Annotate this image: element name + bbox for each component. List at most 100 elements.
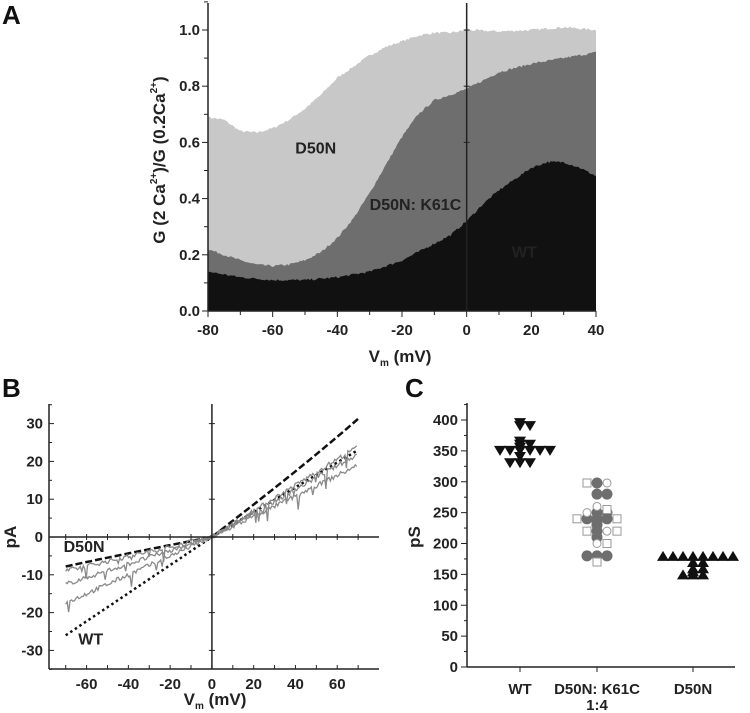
data-point-d50n-k61c-square: [612, 526, 622, 536]
data-point-d50n-k61c: [601, 488, 613, 500]
x-tick-label: -40: [326, 322, 348, 339]
data-point-d50n-k61c-square: [602, 505, 612, 515]
data-point-wt: [504, 445, 516, 456]
y-tick-label: 10: [26, 491, 43, 508]
x-tick-label: -60: [262, 322, 284, 339]
data-point-d50n: [697, 563, 709, 574]
x-tick-label: 40: [287, 676, 304, 693]
series-annotation: WT: [78, 632, 103, 649]
series-annotation: D50N: [64, 539, 105, 556]
data-point-wt: [494, 445, 506, 456]
data-point-d50n-k61c-open: [602, 478, 612, 488]
data-point-d50n-k61c-square: [572, 514, 582, 524]
category-label: D50N: K61C: [554, 681, 640, 698]
y-tick-label: 0: [35, 529, 43, 546]
data-point-d50n: [677, 569, 689, 580]
data-point-d50n-k61c: [591, 488, 603, 500]
data-point-d50n-k61c-square: [592, 557, 602, 567]
category-label: WT: [508, 681, 531, 698]
y-tick-label: 0.0: [179, 303, 200, 320]
data-point-d50n: [697, 550, 709, 561]
panel-b-ylabel: pA: [1, 526, 20, 549]
data-point-wt: [524, 445, 536, 456]
data-point-d50n: [657, 550, 669, 561]
x-tick-label: 60: [329, 676, 346, 693]
data-point-d50n-k61c-square: [602, 539, 612, 548]
data-point-d50n: [697, 557, 709, 568]
data-point-d50n-k61c-square: [582, 478, 592, 488]
data-point-wt: [544, 445, 556, 456]
panel-label-c: C: [405, 373, 424, 403]
panel-b-chart: -60 -40 -20 0 20 40 60 -30 -20 -10 0 10 20 30 D50N WT: [21, 404, 379, 693]
data-point-d50n-k61c: [581, 550, 593, 562]
y-tick-label: 1.0: [179, 22, 200, 39]
panel-a-chart: -80 -60 -40 -20 0 20 40 0.0 0.2 0.4 0.6 0.8 1.0 D50N D…: [179, 1, 604, 339]
data-point-d50n: [687, 557, 699, 568]
data-point-wt: [514, 452, 526, 463]
data-point-wt: [524, 421, 536, 432]
y-tick-label: 0.8: [179, 78, 200, 95]
panel-b-xlabel: Vm (mV): [184, 690, 247, 712]
y-tick-label: -20: [21, 605, 43, 622]
panel-label-b: B: [2, 373, 21, 403]
category-label: D50N: [674, 681, 712, 698]
x-tick-label: -60: [76, 676, 98, 693]
data-point-wt: [504, 458, 516, 469]
y-tick-label: 0: [450, 659, 458, 676]
y-tick-label: 200: [433, 536, 458, 553]
data-point-d50n: [717, 550, 729, 561]
x-tick-label: 0: [208, 676, 216, 693]
data-point-wt: [514, 421, 526, 432]
series-annotation: D50N: K61C: [370, 197, 462, 214]
data-point-d50n-k61c-open: [582, 508, 592, 518]
x-tick-label: -40: [118, 676, 140, 693]
y-tick-label: 400: [433, 412, 458, 429]
data-point-wt: [514, 445, 526, 456]
y-tick-label: 0.6: [179, 134, 200, 151]
data-point-d50n-k61c-open: [592, 501, 602, 511]
y-tick-label: 150: [433, 566, 458, 583]
data-point-d50n-k61c-square: [612, 514, 622, 524]
series-annotation: WT: [512, 245, 537, 262]
x-tick-label: -80: [197, 322, 219, 339]
data-point-d50n-k61c: [601, 550, 613, 562]
area-series-2: [208, 161, 596, 311]
data-point-d50n: [727, 550, 739, 561]
data-point-d50n-k61c: [591, 477, 603, 489]
data-point-d50n: [687, 550, 699, 561]
fit-line-d50n: [65, 417, 359, 568]
y-tick-label: 100: [433, 597, 458, 614]
y-tick-label: 250: [433, 505, 458, 522]
data-point-d50n-k61c-square: [582, 526, 592, 536]
y-tick-label: 0.4: [179, 191, 201, 208]
category-sublabel: 1:4: [586, 697, 608, 713]
x-tick-label: 20: [523, 322, 540, 339]
x-tick-label: 0: [462, 322, 470, 339]
y-tick-label: 30: [26, 416, 43, 433]
data-point-d50n: [697, 569, 709, 580]
data-point-d50n-k61c: [601, 513, 613, 525]
y-tick-label: -10: [21, 567, 43, 584]
y-tick-label: 350: [433, 443, 458, 460]
data-point-wt: [524, 439, 536, 450]
data-point-wt: [534, 445, 546, 456]
data-point-d50n: [667, 550, 679, 561]
data-point-wt: [524, 458, 536, 469]
data-point-d50n-k61c-open: [592, 539, 602, 548]
data-point-d50n: [707, 550, 719, 561]
data-point-d50n: [687, 569, 699, 580]
x-tick-label: -20: [391, 322, 413, 339]
data-point-d50n-k61c-open: [602, 526, 612, 536]
x-tick-label: -20: [159, 676, 181, 693]
data-point-d50n: [677, 550, 689, 561]
panel-c-ylabel: pS: [405, 526, 424, 548]
y-tick-label: -30: [21, 642, 43, 659]
panel-label-a: A: [2, 0, 21, 30]
panel-a-ylabel: G (2 Ca2+)/G (0.2Ca2+): [149, 76, 169, 243]
data-point-wt: [514, 458, 526, 469]
y-tick-label: 20: [26, 453, 43, 470]
y-tick-label: 300: [433, 474, 458, 491]
current-trace: [65, 463, 358, 613]
